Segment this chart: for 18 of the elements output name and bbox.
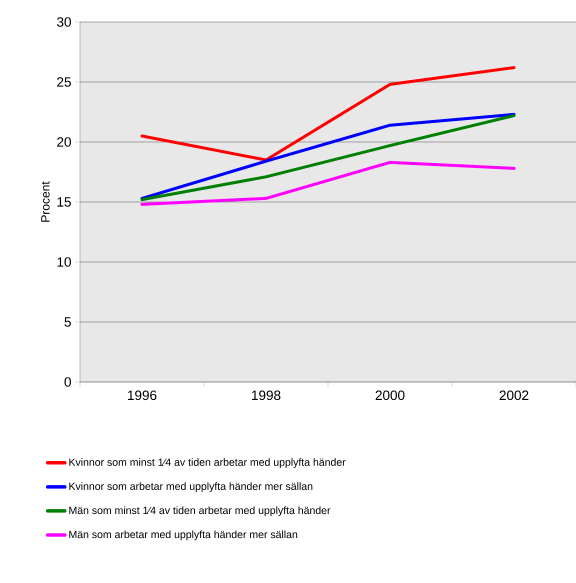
y-tick-label: 20 xyxy=(57,137,71,147)
legend-label: Kvinnor som minst 1⁄4 av tiden arbetar med upplyfta händer xyxy=(69,458,346,468)
y-tick-label: 25 xyxy=(57,77,71,87)
y-tick-label: 5 xyxy=(64,317,71,327)
y-axis-title: Procent xyxy=(41,181,50,222)
x-tick-label: 1996 xyxy=(128,390,156,400)
line-series xyxy=(140,66,516,162)
x-tick-label: 1998 xyxy=(252,390,280,400)
y-tick-label: 0 xyxy=(64,377,71,387)
line-series xyxy=(140,160,516,206)
x-tick-label: 2000 xyxy=(376,390,404,400)
legend-label: Män som arbetar med upplyfta händer mer sällan xyxy=(69,530,298,540)
y-tick-label: 15 xyxy=(57,197,71,207)
y-tick-label: 10 xyxy=(57,257,71,267)
legend-label: Kvinnor som arbetar med upplyfta händer mer sällan xyxy=(69,482,312,492)
x-tick-label: 2002 xyxy=(500,390,528,400)
y-tick-label: 30 xyxy=(56,17,71,27)
legend-label: Män som minst 1⁄4 av tiden arbetar med upplyfta händer xyxy=(69,506,330,516)
